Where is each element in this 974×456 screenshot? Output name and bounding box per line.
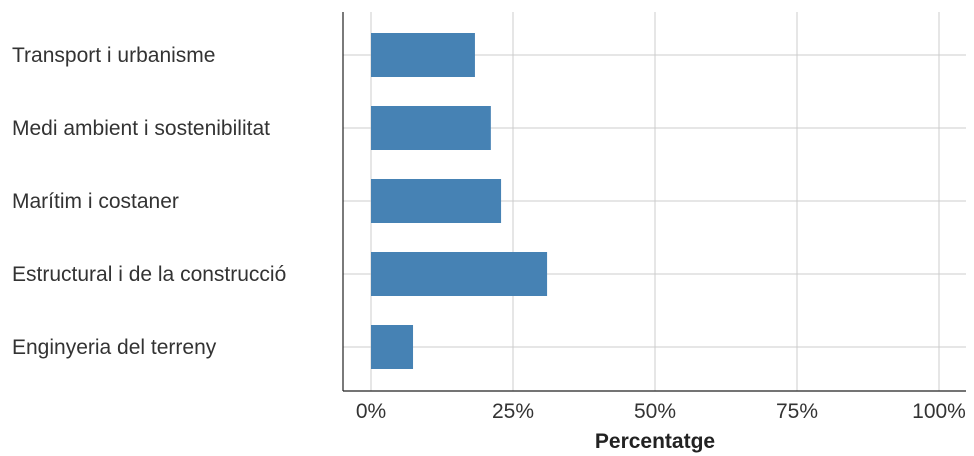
category-label: Transport i urbanisme bbox=[12, 44, 215, 67]
category-label: Estructural i de la construcció bbox=[12, 263, 286, 286]
bar bbox=[371, 252, 548, 296]
category-labels: Transport i urbanisme Medi ambient i sost… bbox=[12, 44, 286, 359]
x-tick-label: 50% bbox=[634, 400, 676, 423]
bars bbox=[371, 33, 548, 369]
x-tick-label: 75% bbox=[776, 400, 818, 423]
bar bbox=[371, 179, 502, 223]
bar bbox=[371, 106, 491, 150]
x-tick-labels: 0% 25% 50% 75% 100% bbox=[356, 400, 966, 423]
x-tick-label: 0% bbox=[356, 400, 386, 423]
category-label: Medi ambient i sostenibilitat bbox=[12, 117, 270, 140]
category-label: Enginyeria del terreny bbox=[12, 336, 217, 359]
x-axis-title: Percentatge bbox=[595, 430, 715, 453]
x-tick-label: 100% bbox=[912, 400, 966, 423]
x-tick-label: 25% bbox=[492, 400, 534, 423]
category-label: Marítim i costaner bbox=[12, 190, 179, 213]
bar bbox=[371, 33, 475, 77]
bar bbox=[371, 325, 414, 369]
